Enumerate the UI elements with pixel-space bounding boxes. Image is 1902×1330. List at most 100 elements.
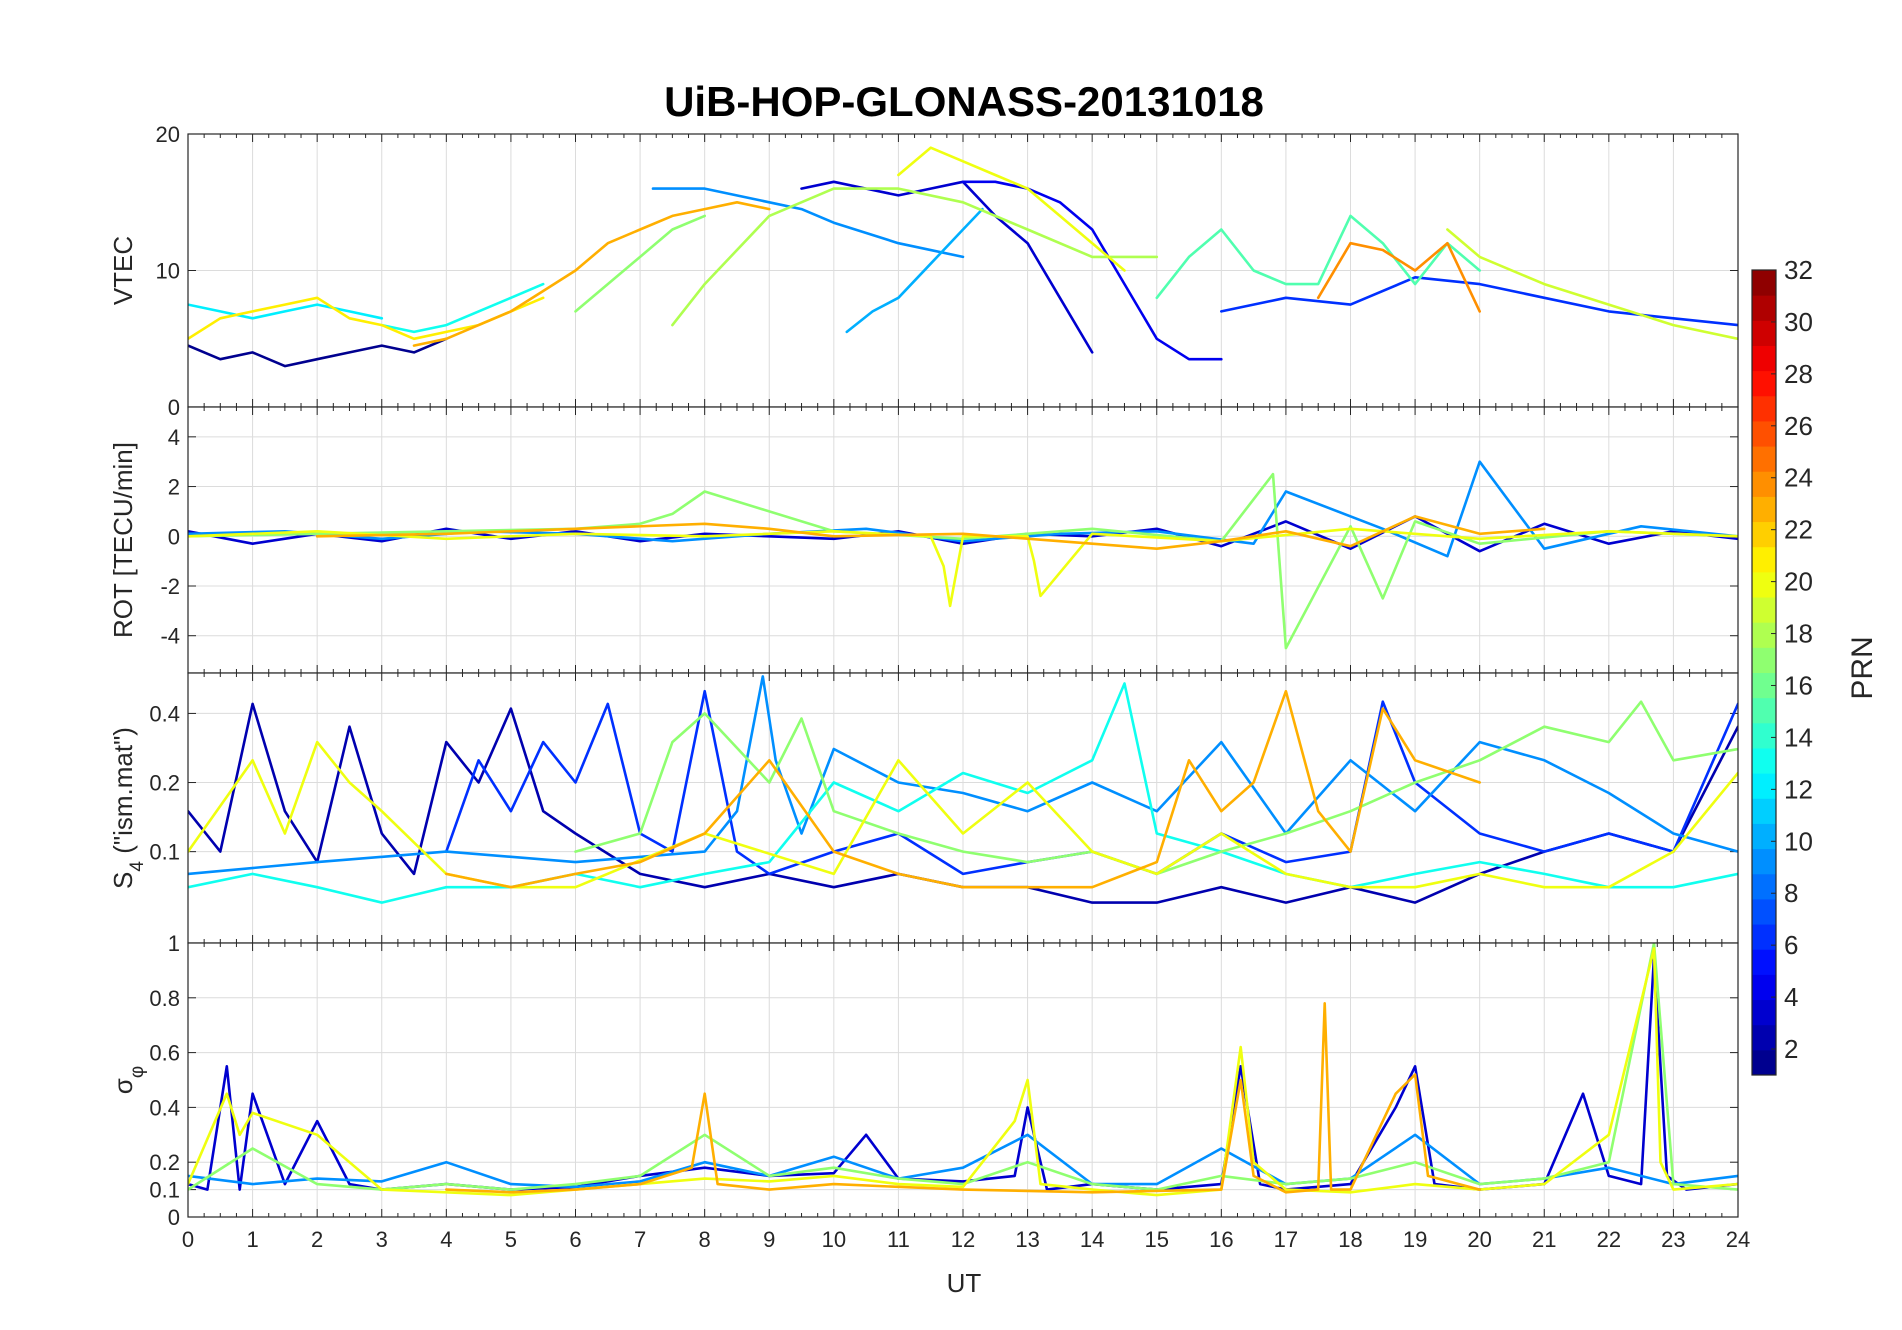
x-tick-label: 12 xyxy=(951,1227,975,1252)
colorbar-segment xyxy=(1752,773,1776,799)
panel-s4: 0.1 0.2 0.4S4 ("ism.mat") xyxy=(108,672,1739,944)
series-prn-23 xyxy=(444,689,1481,889)
y-tick-label: 20 xyxy=(156,122,180,147)
series-prn-20 xyxy=(897,146,1126,272)
series-prn-4 xyxy=(961,180,1223,361)
colorbar-segment xyxy=(1752,823,1776,850)
colorbar-tick-label: 28 xyxy=(1784,359,1813,389)
y-axis-label: S4 ("ism.mat") xyxy=(108,727,148,889)
series-prn-23 xyxy=(315,515,1546,551)
series-group xyxy=(188,943,1738,1197)
y-axis-label: ROT [TECU/min] xyxy=(108,442,138,638)
colorbar-tick-label: 18 xyxy=(1784,619,1813,649)
x-tick-label: 3 xyxy=(376,1227,388,1252)
series-prn-13 xyxy=(188,682,1738,904)
x-tick-label: 19 xyxy=(1403,1227,1427,1252)
colorbar-segment xyxy=(1752,848,1776,875)
colorbar-segment xyxy=(1752,924,1776,950)
y-tick-label: 0 xyxy=(168,395,180,420)
y-tick-label: 0 xyxy=(168,1205,180,1230)
series-prn-3 xyxy=(188,955,1738,1191)
axes-frame xyxy=(187,942,1739,1218)
colorbar-tick-label: 24 xyxy=(1784,463,1813,493)
y-tick-label: 2 xyxy=(168,475,180,500)
panel-rot: -4 -2 0 2 4 ROT [TECU/min] xyxy=(108,406,1739,674)
colorbar-tick-label: 16 xyxy=(1784,670,1813,700)
y-tick-label: -4 xyxy=(160,624,180,649)
colorbar-label: PRN xyxy=(1846,636,1879,699)
x-tick-label: 21 xyxy=(1532,1227,1556,1252)
x-tick-label: 6 xyxy=(569,1227,581,1252)
colorbar-segment xyxy=(1752,546,1776,573)
y-tick-label: 0.8 xyxy=(149,986,180,1011)
y-tick-label: 0.4 xyxy=(149,1095,180,1120)
panels: 0 10 20 VTEC -4 -2 0 2 4 ROT [TECU/min] 0.1 0.2 0.4 S… xyxy=(108,122,1750,1252)
x-tick-label: 10 xyxy=(822,1227,846,1252)
x-tick-label: 7 xyxy=(634,1227,646,1252)
series-prn-6 xyxy=(1220,275,1738,327)
y-tick-label: 4 xyxy=(168,425,180,450)
colorbar-tick-label: 8 xyxy=(1784,878,1798,908)
series-prn-19 xyxy=(1446,228,1738,341)
colorbar-segment xyxy=(1752,1024,1776,1051)
colorbar-segment xyxy=(1752,722,1776,749)
colorbar-tick-label: 10 xyxy=(1784,826,1813,856)
colorbar-segment xyxy=(1752,798,1776,824)
colorbar-segment xyxy=(1752,898,1776,925)
colorbar-segment xyxy=(1752,622,1776,648)
series-prn-6 xyxy=(444,689,1738,876)
colorbar-tick-label: 20 xyxy=(1784,567,1813,597)
y-tick-label: 0.1 xyxy=(149,840,180,865)
series-prn-18 xyxy=(671,187,1159,327)
x-tick-label: 23 xyxy=(1661,1227,1685,1252)
colorbar-tick-label: 12 xyxy=(1784,774,1813,804)
series-group xyxy=(188,146,1738,368)
colorbar-segment xyxy=(1752,345,1776,372)
series-prn-20 xyxy=(188,947,1738,1197)
x-tick-label: 22 xyxy=(1597,1227,1621,1252)
y-tick-label: 0.2 xyxy=(149,771,180,796)
series-prn-10 xyxy=(845,207,984,334)
x-tick-label: 13 xyxy=(1015,1227,1039,1252)
colorbar-tick-label: 32 xyxy=(1784,255,1813,285)
series-group xyxy=(188,460,1738,650)
colorbar-segment xyxy=(1752,949,1776,975)
colorbar-frame xyxy=(1751,269,1777,1076)
colorbar-tick-label: 30 xyxy=(1784,307,1813,337)
colorbar-segment xyxy=(1752,270,1776,296)
panel-vtec: 0 10 20 VTEC xyxy=(108,122,1739,420)
colorbar-tick-label: 2 xyxy=(1784,1034,1798,1064)
colorbar-segment xyxy=(1752,1049,1776,1076)
colorbar-segment xyxy=(1752,647,1776,673)
series-prn-20 xyxy=(188,527,1738,608)
x-tick-label: 16 xyxy=(1209,1227,1233,1252)
colorbar-segment xyxy=(1752,697,1776,724)
series-prn-13 xyxy=(380,282,545,334)
series-prn-23 xyxy=(412,201,771,347)
y-axis-label: VTEC xyxy=(108,236,138,305)
y-tick-label: -2 xyxy=(160,574,180,599)
colorbar-segment xyxy=(1752,471,1776,497)
colorbar-segment xyxy=(1752,999,1776,1026)
colorbar-segment xyxy=(1752,873,1776,900)
colorbar-segment xyxy=(1752,521,1776,548)
colorbar-tick-label: 22 xyxy=(1784,515,1813,545)
chart-title: UiB-HOP-GLONASS-20131018 xyxy=(664,78,1264,125)
colorbar-segment xyxy=(1752,395,1776,422)
series-prn-24 xyxy=(1316,241,1481,313)
colorbar-segment xyxy=(1752,496,1776,523)
x-tick-label: 8 xyxy=(699,1227,711,1252)
series-prn-1 xyxy=(188,337,448,368)
y-tick-label: 0.6 xyxy=(149,1041,180,1066)
x-axis-label: UT xyxy=(947,1268,982,1298)
x-tick-label: 20 xyxy=(1467,1227,1491,1252)
series-prn-17 xyxy=(574,214,707,313)
x-tick-label: 4 xyxy=(440,1227,452,1252)
series-prn-9 xyxy=(188,675,1738,876)
series-prn-20 xyxy=(188,740,1738,889)
colorbar-segment xyxy=(1752,571,1776,598)
colorbar-segment xyxy=(1752,295,1776,321)
y-tick-label: 10 xyxy=(156,259,180,284)
